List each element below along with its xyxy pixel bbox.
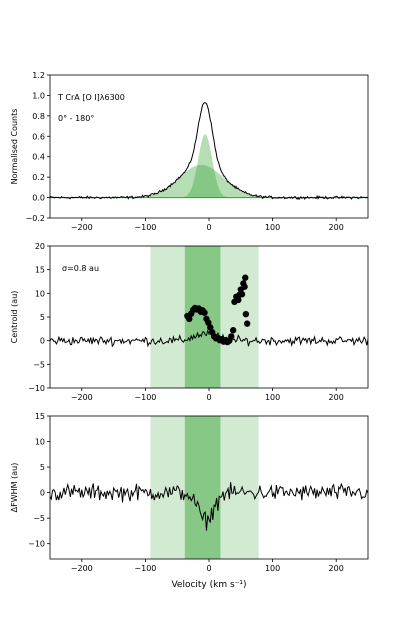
x-tick-label: −100 [134, 564, 156, 573]
x-tick-label: 200 [329, 564, 344, 573]
x-tick-label: −200 [71, 223, 93, 232]
plot-area [50, 416, 368, 559]
centroid-point-27 [235, 296, 242, 304]
y-tick-label: 10 [35, 289, 45, 298]
panel-fwhm: −200 −100 0 100 200 −10 −5 0 5 10 15 ΔFWHM (au) Velo… [10, 412, 369, 590]
x-tick-label: 200 [329, 393, 344, 402]
y-tick-label: −5 [33, 514, 45, 523]
component-narrow [50, 134, 368, 198]
y-tick-label: 1.0 [32, 91, 45, 100]
y-tick-label: −10 [28, 540, 45, 549]
centroid-point-33 [242, 274, 249, 281]
y-tick-label: 0.0 [32, 194, 45, 203]
y-tick-label: 0 [40, 489, 45, 498]
y-tick-label: 5 [40, 463, 45, 472]
y-axis-label: Normalised Counts [10, 109, 19, 185]
component-broad [50, 164, 368, 198]
shaded-band-1 [184, 416, 221, 559]
x-tick-label: −200 [71, 564, 93, 573]
y-tick-label: 1.2 [32, 71, 45, 80]
y-tick-label: 10 [35, 438, 45, 447]
centroid-point-24 [229, 327, 237, 334]
x-tick-label: 0 [206, 564, 211, 573]
plot-area [50, 102, 368, 201]
centroid-point-32 [241, 283, 248, 290]
centroid-point-35 [243, 320, 251, 327]
panel-profile: T CrA [O I]λ6300 0° - 180° −200 −100 0 100 200… [10, 71, 369, 232]
spectrum-line [50, 102, 368, 201]
x-tick-label: 100 [265, 393, 280, 402]
x-tick-label: 100 [265, 223, 280, 232]
x-tick-label: −100 [134, 223, 156, 232]
centroid-point-30 [238, 291, 246, 298]
y-tick-label: 0.4 [32, 153, 45, 162]
annotation-angle-range: 0° - 180° [58, 114, 94, 123]
shaded-band-0 [150, 416, 259, 559]
y-axis-label: Centroid (au) [10, 291, 19, 344]
x-axis-label: Velocity (km s⁻¹) [171, 580, 246, 590]
y-tick-label: 0.2 [32, 173, 45, 182]
y-tick-label: 5 [40, 313, 45, 322]
x-tick-label: −200 [71, 393, 93, 402]
x-tick-label: 0 [206, 393, 211, 402]
y-tick-label: 20 [35, 242, 45, 251]
y-tick-label: 0.8 [32, 112, 45, 121]
sigma-annotation: σ=0.8 au [62, 264, 99, 273]
y-axis-label: ΔFWHM (au) [10, 463, 19, 513]
centroid-point-9 [201, 309, 208, 316]
x-tick-label: 100 [265, 564, 280, 573]
panel-centroid: σ=0.8 au −200 −100 0 100 200 −10 −5 0 5 10 15 20 Cent… [10, 242, 369, 402]
plot-area [50, 246, 368, 388]
y-tick-label: 0.6 [32, 132, 45, 141]
annotation-line-name: T CrA [O I]λ6300 [57, 93, 125, 102]
centroid-point-23 [228, 333, 235, 340]
centroid-noise-line [50, 328, 368, 348]
x-tick-label: −100 [134, 393, 156, 402]
centroid-point-34 [242, 310, 250, 318]
y-tick-label: −0.2 [26, 214, 45, 223]
y-tick-label: −5 [33, 360, 45, 369]
y-tick-label: 15 [35, 266, 45, 275]
x-tick-label: 0 [206, 223, 211, 232]
y-tick-label: 15 [35, 412, 45, 421]
centroid-point-1 [186, 315, 193, 323]
fwhm-line [50, 482, 368, 531]
y-tick-label: −10 [28, 384, 45, 393]
y-tick-label: 0 [40, 337, 45, 346]
x-tick-label: 200 [329, 223, 344, 232]
